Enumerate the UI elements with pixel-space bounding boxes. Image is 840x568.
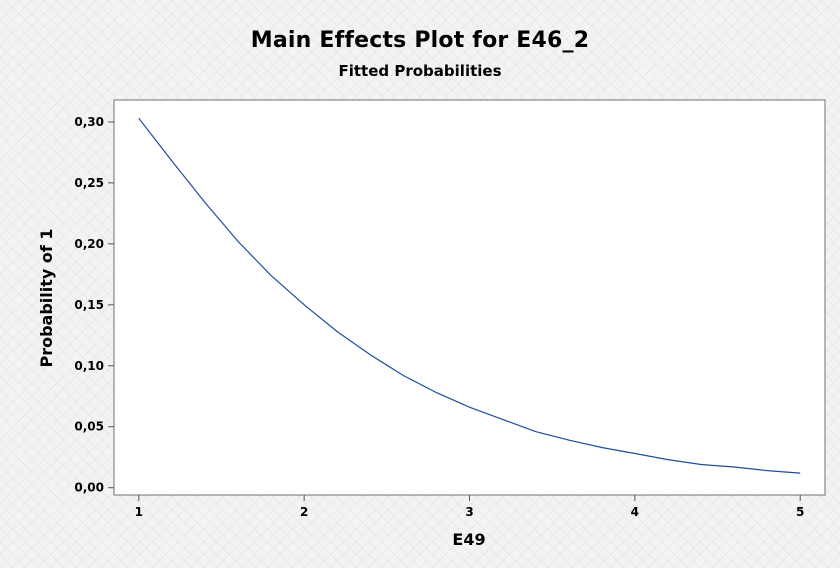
x-axis-label: E49 <box>452 530 485 549</box>
y-axis-label: Probability of 1 <box>37 228 56 367</box>
y-tick-label: 0,30 <box>74 115 104 129</box>
x-axis: 1 2 3 4 5 <box>135 495 804 519</box>
y-tick-label: 0,10 <box>74 359 104 373</box>
y-tick-label: 0,15 <box>74 298 104 312</box>
x-tick-label: 3 <box>465 505 473 519</box>
chart-title: Main Effects Plot for E46_2 <box>250 28 590 53</box>
x-tick-label: 4 <box>631 505 639 519</box>
y-tick-label: 0,00 <box>74 481 104 495</box>
y-axis: 0,00 0,05 0,10 0,15 0,20 0,25 0,30 <box>74 115 114 495</box>
series-layer <box>138 117 801 474</box>
x-tick-label: 5 <box>796 505 804 519</box>
series-line <box>138 117 801 474</box>
chart-subtitle: Fitted Probabilities <box>338 62 502 80</box>
plot-area <box>113 99 826 496</box>
y-tick-label: 0,25 <box>74 176 104 190</box>
y-tick-label: 0,20 <box>74 237 104 251</box>
y-tick-label: 0,05 <box>74 420 104 434</box>
x-tick-label: 1 <box>135 505 143 519</box>
x-tick-label: 2 <box>300 505 308 519</box>
